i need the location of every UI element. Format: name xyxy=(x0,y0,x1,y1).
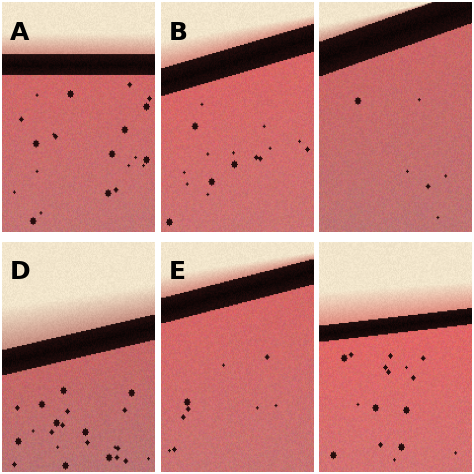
Text: B: B xyxy=(168,21,187,45)
Text: A: A xyxy=(10,21,29,45)
Text: E: E xyxy=(168,260,185,284)
Text: D: D xyxy=(10,260,31,284)
